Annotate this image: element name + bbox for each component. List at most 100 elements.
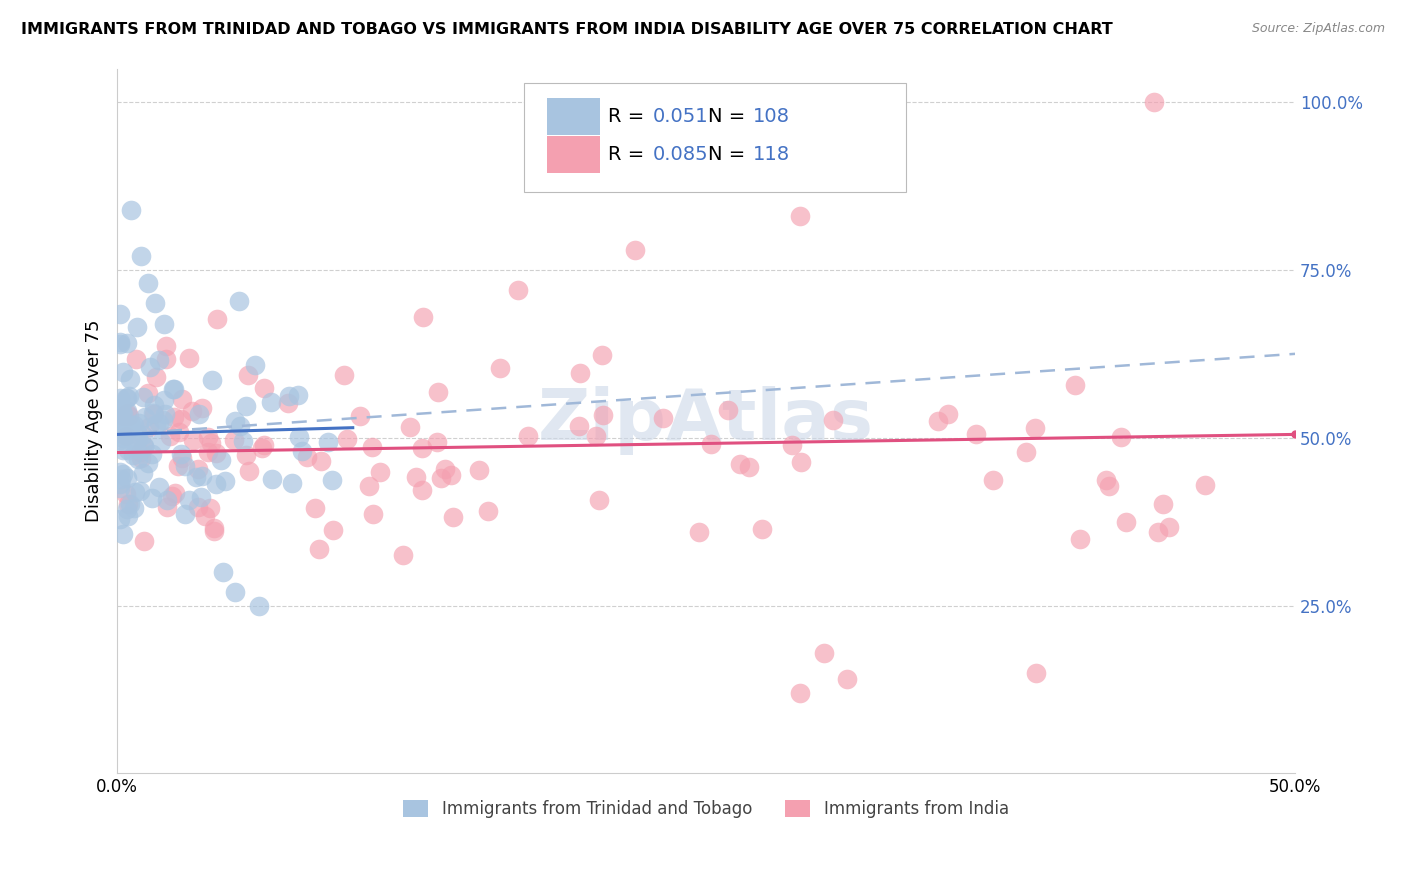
Point <box>167 458 190 473</box>
Text: N =: N = <box>709 145 752 164</box>
Point <box>260 394 283 409</box>
Point <box>441 509 464 524</box>
Point <box>153 317 176 331</box>
Point <box>145 369 167 384</box>
Point <box>129 451 152 466</box>
Point <box>138 419 160 434</box>
Point <box>145 417 167 431</box>
Point <box>132 466 155 480</box>
Point <box>108 425 131 440</box>
Point <box>236 368 259 382</box>
Point <box>111 416 134 430</box>
Point <box>200 501 222 516</box>
Point <box>308 541 330 556</box>
Point <box>243 358 266 372</box>
Point <box>128 416 150 430</box>
Point <box>112 417 135 432</box>
Point <box>205 312 228 326</box>
Point <box>468 463 491 477</box>
Point <box>108 481 131 495</box>
Point <box>228 293 250 308</box>
Point <box>197 445 219 459</box>
Point <box>163 382 186 396</box>
Point <box>108 307 131 321</box>
Point <box>359 479 381 493</box>
Point <box>204 521 226 535</box>
Point <box>238 464 260 478</box>
Point <box>115 392 138 406</box>
Point <box>201 373 224 387</box>
Point <box>111 405 134 419</box>
Point <box>440 467 463 482</box>
Point <box>427 384 450 399</box>
Point <box>132 390 155 404</box>
Point <box>111 430 134 444</box>
Point <box>139 360 162 375</box>
Point <box>361 507 384 521</box>
Point <box>252 441 274 455</box>
Point <box>148 416 170 430</box>
Point <box>160 489 183 503</box>
Text: 0.051: 0.051 <box>654 107 709 126</box>
Point <box>108 433 131 447</box>
Point <box>110 401 132 416</box>
Point <box>153 392 176 407</box>
Point <box>115 335 138 350</box>
Point <box>165 486 187 500</box>
Point <box>288 430 311 444</box>
Point <box>1152 497 1174 511</box>
Point <box>789 209 811 223</box>
Point <box>112 527 135 541</box>
Point <box>187 500 209 514</box>
Point <box>247 599 270 613</box>
Point <box>120 422 142 436</box>
Point <box>222 433 245 447</box>
FancyBboxPatch shape <box>523 83 907 192</box>
Point <box>1024 420 1046 434</box>
Point <box>117 508 139 523</box>
Point <box>134 409 156 424</box>
Point <box>148 352 170 367</box>
Point <box>129 445 152 459</box>
Point <box>110 418 132 433</box>
Point <box>152 413 174 427</box>
Point <box>120 417 142 432</box>
Point <box>361 440 384 454</box>
Point <box>426 435 449 450</box>
Point <box>122 448 145 462</box>
Point <box>118 372 141 386</box>
Point <box>125 352 148 367</box>
Point <box>115 471 138 485</box>
Point <box>309 454 332 468</box>
Point <box>191 401 214 416</box>
Point <box>965 427 987 442</box>
Point <box>224 414 246 428</box>
Point <box>411 483 433 497</box>
Point <box>316 434 339 449</box>
Point <box>738 460 761 475</box>
Point <box>1014 444 1036 458</box>
Point <box>700 437 723 451</box>
Point <box>141 491 163 505</box>
Point <box>124 417 146 432</box>
Text: 118: 118 <box>754 145 790 164</box>
Text: N =: N = <box>709 107 752 126</box>
Point <box>156 493 179 508</box>
Point <box>194 508 217 523</box>
Point <box>131 427 153 442</box>
Point <box>789 686 811 700</box>
Point <box>186 462 208 476</box>
Point <box>112 467 135 481</box>
Point <box>143 296 166 310</box>
Point <box>181 434 204 448</box>
FancyBboxPatch shape <box>547 98 600 135</box>
Point <box>391 548 413 562</box>
Point <box>108 391 131 405</box>
Text: 108: 108 <box>754 107 790 126</box>
Point <box>1146 524 1168 539</box>
Point <box>252 381 274 395</box>
Point <box>202 524 225 538</box>
Point <box>129 250 152 264</box>
Point <box>588 493 610 508</box>
Point <box>174 459 197 474</box>
